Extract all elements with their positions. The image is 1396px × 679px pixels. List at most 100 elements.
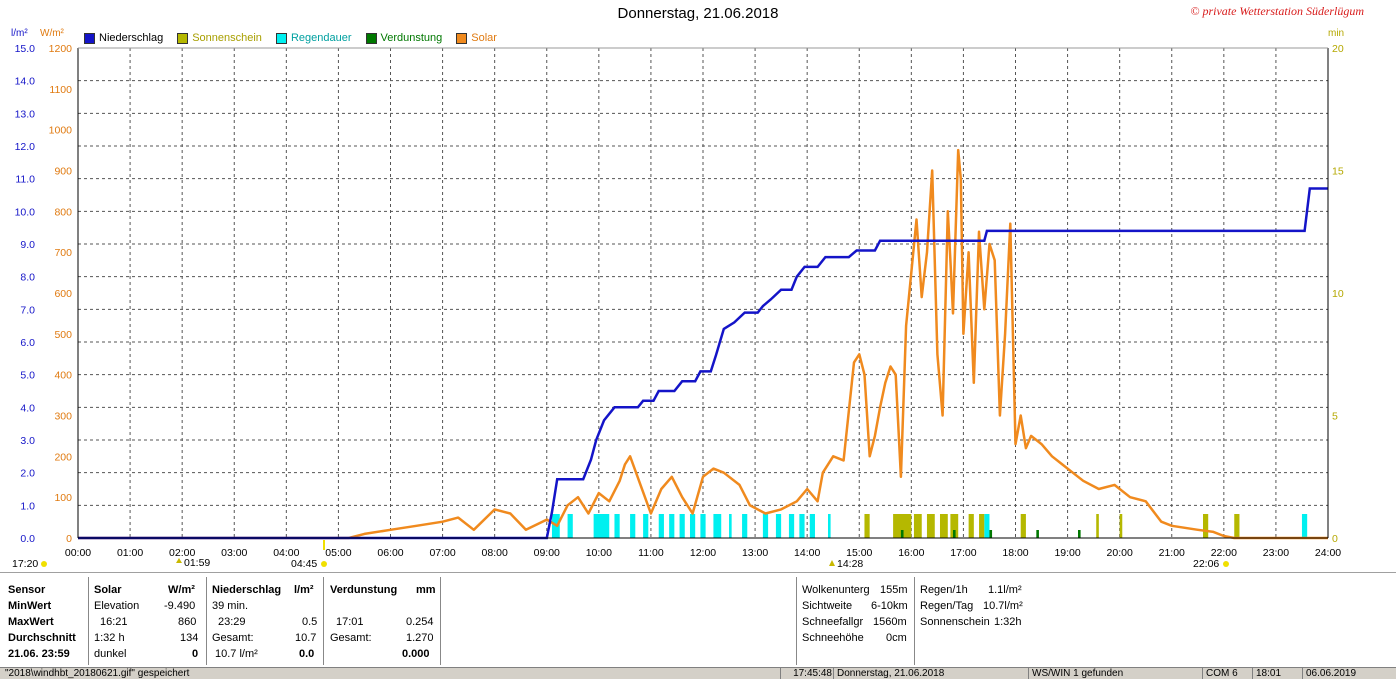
sunrise-dot bbox=[321, 561, 327, 567]
sonnenschein-bar bbox=[913, 514, 922, 538]
legend-label: Niederschlag bbox=[99, 32, 164, 44]
precip-tick-label: 8.0 bbox=[20, 272, 35, 284]
regendauer-bar bbox=[762, 514, 769, 538]
regendauer-bar bbox=[679, 514, 685, 538]
x-tick-label: 23:00 bbox=[1263, 547, 1289, 559]
status-bar: "2018\windhbt_20180621.gif" gespeichert … bbox=[0, 667, 1396, 679]
x-tick-label: 10:00 bbox=[586, 547, 612, 559]
solar-max-value: 860 bbox=[178, 616, 197, 628]
solar-tick-label: 100 bbox=[54, 492, 72, 504]
solar-min-value: -9.490 bbox=[164, 600, 196, 612]
precip-tick-label: 14.0 bbox=[15, 76, 36, 88]
regendauer-bar bbox=[713, 514, 722, 538]
weather-value: 0cm bbox=[886, 632, 907, 644]
x-tick-label: 24:00 bbox=[1315, 547, 1341, 559]
precip-tick-label: 13.0 bbox=[15, 108, 36, 120]
legend-label: Verdunstung bbox=[380, 32, 443, 44]
status-port: COM 6 bbox=[1202, 668, 1246, 679]
verdunstung-bar bbox=[1078, 530, 1081, 538]
sunrise-tick-label: 01:59 bbox=[184, 557, 210, 569]
solar-current-state: dunkel bbox=[94, 648, 127, 660]
precip-tick-label: 5.0 bbox=[20, 370, 35, 382]
sonnenschein-bar bbox=[979, 514, 985, 538]
weather-value: 6-10km bbox=[871, 600, 908, 612]
precip-max-value: 0.5 bbox=[302, 616, 318, 628]
legend-item-sonnenschein: Sonnenschein bbox=[177, 31, 262, 45]
x-tick-label: 12:00 bbox=[690, 547, 716, 559]
x-tick-label: 13:00 bbox=[742, 547, 768, 559]
chart-grid bbox=[78, 48, 1328, 538]
x-tick-label: 16:00 bbox=[898, 547, 924, 559]
precip-total-value: 10.7 bbox=[295, 632, 317, 644]
copyright-text: © private Wetterstation Süderlügum bbox=[1190, 4, 1364, 18]
verdunstung-bar bbox=[900, 530, 904, 538]
sonnenschein-bar bbox=[968, 514, 974, 538]
panel-divider bbox=[88, 577, 89, 665]
sonnenschein-bar bbox=[1020, 514, 1026, 538]
status-file: "2018\windhbt_20180621.gif" gespeichert bbox=[5, 668, 190, 679]
legend-swatch bbox=[177, 32, 189, 44]
sunrise-tick-icon bbox=[176, 558, 182, 563]
sun-dot bbox=[41, 561, 47, 567]
regendauer-bar bbox=[742, 514, 748, 538]
panel-divider bbox=[914, 577, 915, 665]
minutes-tick-label: 5 bbox=[1332, 411, 1338, 423]
stats-panel: Sensor MinWert MaxWert Durchschnitt 21.0… bbox=[0, 572, 1396, 668]
precip-tick-label: 7.0 bbox=[20, 304, 35, 316]
status-date2: 06.06.2019 bbox=[1302, 668, 1396, 679]
precip-current-total: 10.7 l/m² bbox=[215, 648, 258, 660]
precip-tick-label: 3.0 bbox=[20, 435, 35, 447]
weather-label: Schneehöhe bbox=[802, 632, 864, 644]
regendauer-bar bbox=[809, 514, 815, 538]
rain-value: 1.1l/m² bbox=[988, 584, 1022, 596]
noon-time: 14:28 bbox=[837, 558, 863, 570]
precip-tick-label: 4.0 bbox=[20, 402, 35, 414]
sun-markers: 17:20 01:59 04:45 14:28 22:06 bbox=[12, 540, 1229, 570]
regendauer-bar bbox=[669, 514, 675, 538]
solar-header: Solar bbox=[94, 584, 122, 596]
chart-tick-labels: 00:00 01:00 02:00 03:00 04:00 05:00 06:00 07:00… bbox=[15, 43, 1344, 559]
legend-swatch bbox=[365, 32, 377, 44]
noon-icon bbox=[829, 560, 835, 566]
solar-tick-label: 800 bbox=[54, 206, 72, 218]
x-tick-label: 01:00 bbox=[117, 547, 143, 559]
weather-label: Sichtweite bbox=[802, 600, 853, 612]
precip-header: Niederschlag bbox=[212, 584, 282, 596]
solar-tick-label: 600 bbox=[54, 288, 72, 300]
solar-avg-duration: 1:32 h bbox=[94, 632, 125, 644]
sonnenschein-bar bbox=[950, 514, 959, 538]
status-time2: 18:01 bbox=[1252, 668, 1301, 679]
regendauer-bar bbox=[567, 514, 573, 538]
x-tick-label: 17:00 bbox=[950, 547, 976, 559]
rain-label: Sonnenschein bbox=[920, 616, 990, 628]
status-date: Donnerstag, 21.06.2018 bbox=[833, 668, 1027, 679]
evap-max-time: 17:01 bbox=[336, 616, 364, 628]
solar-unit: W/m² bbox=[168, 584, 195, 596]
niederschlag-line bbox=[78, 187, 1328, 540]
regendauer-bar bbox=[614, 514, 620, 538]
regendauer-bar bbox=[593, 514, 610, 538]
regendauer-bar bbox=[828, 514, 831, 538]
sonnenschein-bar bbox=[1096, 514, 1099, 538]
sonnenschein-bar bbox=[926, 514, 935, 538]
legend-swatch bbox=[84, 32, 95, 44]
rain-value: 1:32h bbox=[994, 616, 1022, 628]
evap-total-value: 1.270 bbox=[406, 632, 434, 644]
row-label-max: MaxWert bbox=[8, 616, 54, 628]
legend-label: Regendauer bbox=[290, 32, 352, 44]
regendauer-bar bbox=[729, 514, 732, 538]
x-tick-label: 07:00 bbox=[429, 547, 455, 559]
minutes-tick-label: 20 bbox=[1332, 43, 1344, 55]
weather-value: 1560m bbox=[873, 616, 907, 628]
row-label-avg: Durchschnitt bbox=[8, 632, 76, 644]
evap-unit: mm bbox=[416, 584, 436, 596]
solar-tick-label: 900 bbox=[54, 166, 72, 178]
verdunstung-bar bbox=[989, 530, 993, 538]
precip-tick-label: 10.0 bbox=[15, 206, 36, 218]
weather-value: 155m bbox=[880, 584, 908, 596]
x-tick-label: 21:00 bbox=[1159, 547, 1185, 559]
sunrise-time: 04:45 bbox=[291, 558, 317, 570]
x-tick-label: 14:00 bbox=[794, 547, 820, 559]
x-tick-label: 09:00 bbox=[534, 547, 560, 559]
legend-swatch bbox=[275, 32, 287, 44]
